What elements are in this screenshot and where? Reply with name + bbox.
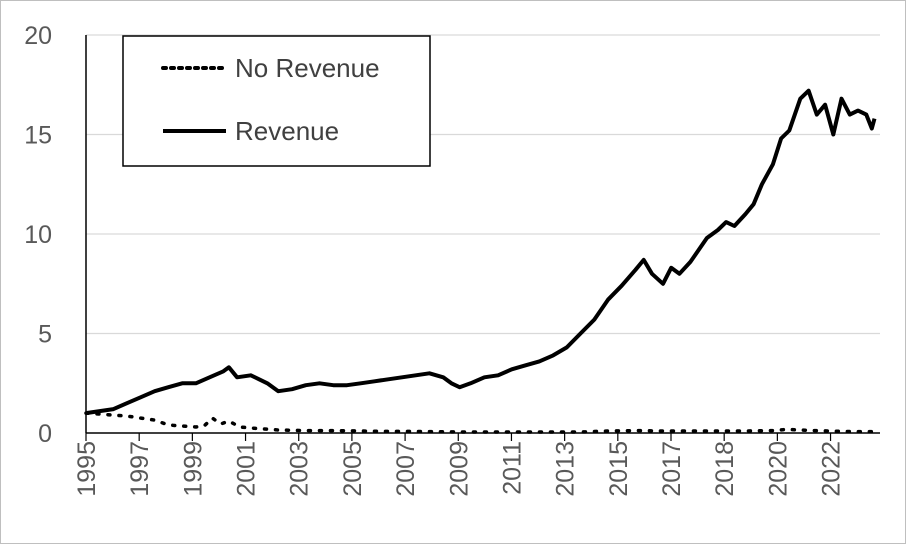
x-tick-label: 2017 — [658, 441, 686, 497]
x-tick-label: 2011 — [498, 441, 526, 495]
legend-label-no-revenue: No Revenue — [235, 53, 380, 83]
x-tick-label: 2003 — [286, 441, 314, 497]
x-tick-label: 2007 — [392, 441, 420, 497]
legend: No Revenue Revenue — [122, 35, 431, 167]
x-tick-label: 1999 — [179, 441, 207, 497]
legend-box — [122, 35, 431, 167]
x-tick-label: 2020 — [764, 441, 792, 497]
x-tick-label: 2015 — [605, 441, 633, 497]
x-tick-labels: 1995 1997 1999 2001 2003 2005 2007 2009 2011 2013… — [73, 441, 846, 497]
x-tick-label: 1995 — [73, 441, 101, 497]
y-tick-label: 0 — [38, 420, 52, 448]
x-axis — [85, 35, 880, 441]
x-tick-label: 1997 — [126, 441, 154, 497]
x-tick-label: 2001 — [233, 441, 261, 497]
y-tick-label: 20 — [24, 22, 52, 50]
y-tick-label: 10 — [24, 221, 52, 249]
x-tick-label: 2009 — [445, 441, 473, 497]
y-tick-label: 15 — [24, 122, 52, 150]
y-tick-labels: 0 5 10 15 20 — [24, 22, 52, 448]
legend-label-revenue: Revenue — [235, 116, 339, 146]
series-line-no-revenue — [84, 411, 877, 434]
y-tick-label: 5 — [38, 321, 52, 349]
x-tick-label: 2022 — [818, 441, 846, 497]
series-line-revenue — [85, 88, 877, 416]
x-tick-label: 2013 — [552, 441, 580, 497]
x-tick-label: 2005 — [339, 441, 367, 497]
plot-area — [84, 88, 877, 434]
x-tick-label: 2018 — [711, 441, 739, 497]
